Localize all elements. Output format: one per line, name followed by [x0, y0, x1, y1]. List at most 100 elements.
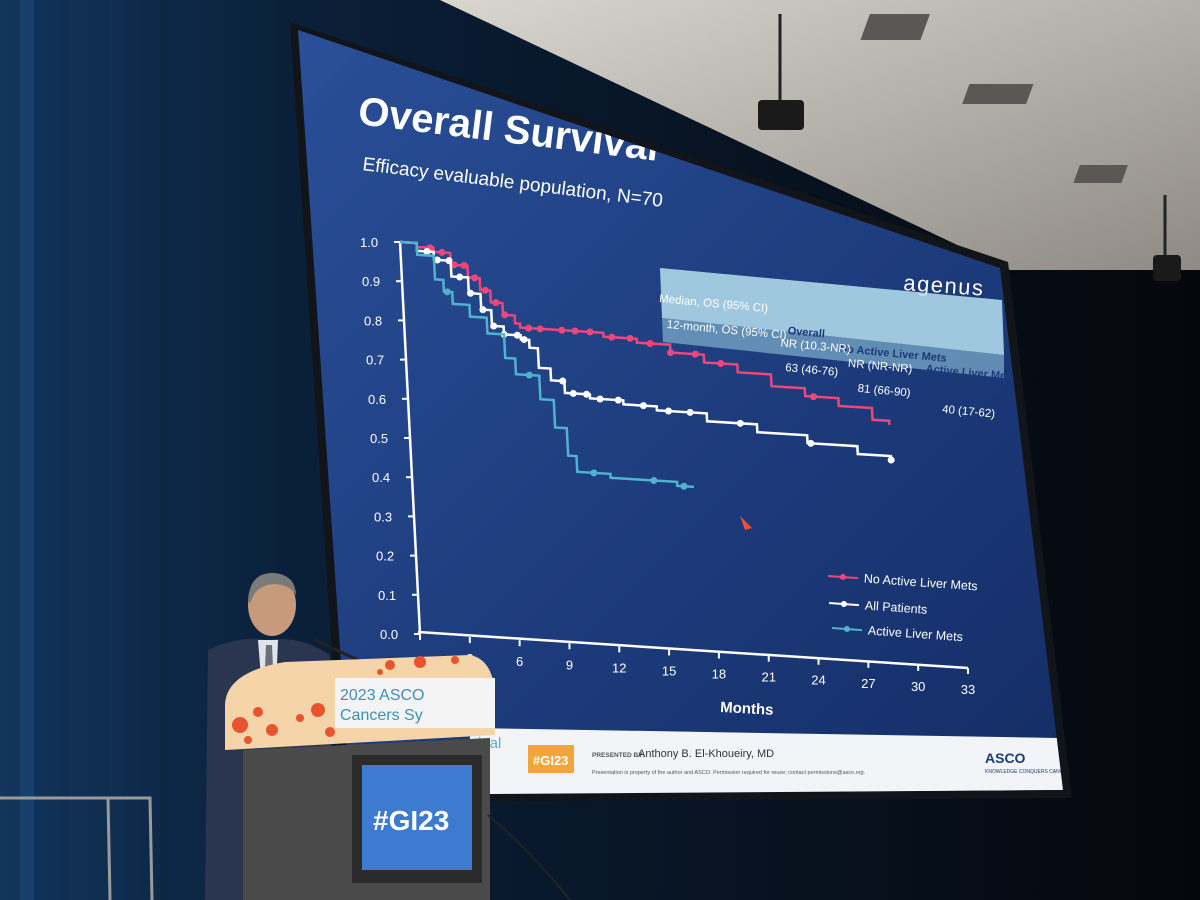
podium: 2023 ASCO Cancers Sy #GI23 [225, 655, 495, 900]
censor-point [559, 377, 567, 385]
censor-point [666, 349, 674, 357]
x-tick-label: 21 [761, 670, 775, 685]
censor-point [490, 322, 498, 330]
censor-point [887, 456, 895, 464]
y-tick-label: 0.7 [366, 353, 384, 368]
censor-point [596, 395, 604, 403]
microphone [314, 638, 359, 662]
podium-sign-line2: Cancers Sy [340, 707, 423, 724]
podium-decoration [232, 656, 459, 744]
podium-cable [487, 814, 571, 900]
podium-panel-text: #GI23 [373, 805, 449, 836]
table-header-band [660, 268, 1004, 355]
censor-point [569, 389, 577, 397]
censor-point [460, 262, 468, 270]
legend-label-all: All Patients [864, 599, 927, 617]
censor-point [558, 326, 566, 334]
y-tick-label: 0.6 [368, 392, 386, 407]
podium-sign-line1: 2023 ASCO [340, 687, 425, 704]
censor-point [536, 325, 544, 333]
podium-sign [335, 678, 495, 728]
censor-point [809, 393, 817, 401]
table-row2-overall: 63 (46-76) [785, 362, 839, 379]
y-tick-label: 0.1 [378, 588, 396, 603]
censor-point [450, 261, 458, 269]
ceiling-speaker [1153, 195, 1181, 281]
x-tick-label: 6 [516, 654, 523, 669]
censor-point [646, 339, 654, 347]
censor-point [525, 324, 533, 332]
y-tick-label: 0.4 [372, 470, 390, 485]
laser-pointer-icon [740, 516, 752, 530]
table-row1-active: 9.4 (6.1-NR) [938, 379, 1002, 397]
x-axis [417, 630, 969, 670]
censor-point [466, 289, 474, 297]
y-tick-label: 1.0 [360, 235, 378, 250]
x-tick-label: 33 [961, 682, 975, 697]
censor-point [691, 350, 699, 358]
footer-hashtag-badge [528, 745, 574, 773]
ceiling-projector [758, 14, 804, 130]
podium-panel [362, 765, 472, 870]
y-tick-label: 0.3 [374, 509, 392, 524]
censor-point [650, 476, 658, 484]
table-row2-no-active: 81 (66-90) [857, 383, 911, 400]
censor-point [520, 336, 528, 344]
x-tick-label: 15 [662, 663, 676, 678]
footer-notice: Presentation is property of the author a… [592, 770, 866, 776]
series-1 [399, 240, 895, 464]
series-2 [399, 240, 694, 490]
censor-point [614, 396, 622, 404]
y-tick-label: 0.9 [362, 274, 380, 289]
censor-point [571, 327, 579, 335]
os-table: Overall No Active Liver Mets Active Live… [659, 268, 1016, 421]
presented-by-label: PRESENTED BY: [592, 752, 644, 759]
censor-point [665, 407, 673, 415]
asco-tagline: KNOWLEDGE CONQUERS CANCER [985, 769, 1071, 775]
presenter-name: Anthony B. El-Khoueiry, MD [638, 748, 774, 760]
censor-point [590, 469, 598, 477]
censor-point [686, 408, 694, 416]
table-col-overall: Overall [787, 325, 825, 340]
chart-legend: No Active Liver Mets All Patients Active… [827, 572, 978, 645]
censor-point [471, 274, 479, 282]
stage-railing [0, 796, 154, 900]
y-tick-group: 0.0 0.1 0.2 0.3 0.4 0.5 0.6 0.7 0.8 0.9 1.0 [360, 235, 420, 642]
slide-footer [470, 728, 1063, 795]
censor-point [639, 402, 647, 410]
censor-point [807, 439, 815, 447]
ceiling [440, 0, 1200, 270]
x-tick-label: 18 [712, 667, 726, 682]
censor-point [626, 334, 634, 342]
km-chart: 0.00.10.20.30.40.50.60.70.80.91.0 369121… [360, 235, 975, 719]
censor-point [736, 419, 744, 427]
legend-item-all: All Patients [828, 599, 928, 617]
y-tick-label: 0.8 [364, 313, 382, 328]
x-tick-label: 30 [911, 679, 925, 694]
censor-point [717, 359, 725, 367]
y-tick-label: 0.2 [376, 549, 394, 564]
censor-point [525, 371, 533, 379]
series-line [399, 240, 694, 489]
censor-point [479, 306, 487, 314]
footer-hashtag: #GI23 [533, 753, 568, 768]
censor-point [438, 248, 446, 256]
censor-point [443, 288, 451, 296]
series-0 [399, 240, 891, 425]
x-tick-label: 27 [861, 676, 875, 691]
censor-point [586, 328, 594, 336]
censor-point [608, 333, 616, 341]
censor-point [501, 311, 509, 319]
censor-point [680, 482, 688, 490]
x-tick-label: 9 [566, 657, 573, 672]
censor-point [481, 286, 489, 294]
censor-point [513, 331, 521, 339]
speaker-hair [248, 572, 296, 604]
legend-label-active: Active Liver Mets [867, 624, 963, 645]
asco-logo: ASCO [985, 750, 1026, 766]
y-tick-label: 0.0 [380, 627, 398, 642]
censor-point [456, 273, 464, 281]
x-tick-label: 12 [612, 660, 626, 675]
censor-point [423, 247, 431, 255]
